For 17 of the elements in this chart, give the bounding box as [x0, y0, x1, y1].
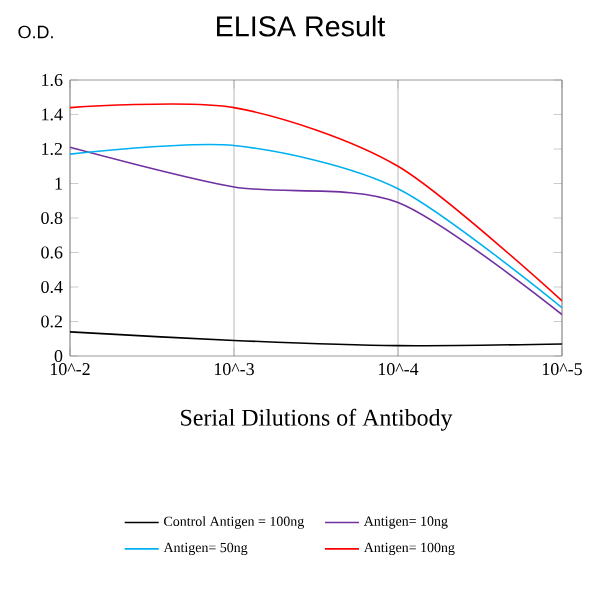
x-tick-label: 10^-5: [542, 363, 582, 376]
line-series: [70, 331, 562, 347]
y-tick-label: 0.4: [41, 280, 63, 294]
y-tick-label: 0.8: [41, 211, 63, 225]
y-tick-label: 1: [55, 177, 62, 190]
y-tick-label: 0.6: [41, 246, 63, 259]
y-axis-title: O.D.: [18, 25, 53, 39]
y-tick-label: 1.2: [42, 142, 62, 156]
x-tick-label: 10^-3: [214, 363, 254, 376]
chart-title: ELISA Result: [217, 15, 386, 37]
y-tick-label: 0.2: [41, 315, 62, 328]
x-tick-label: 10^-2: [50, 363, 90, 376]
y-tick-label: 1.4: [42, 108, 63, 121]
x-tick-label: 10^-4: [378, 363, 419, 376]
y-tick-label: 1.6: [42, 73, 63, 87]
x-axis-title: Serial Dilutions of Antibody: [181, 408, 453, 431]
y-tick-label: 0: [54, 349, 63, 363]
